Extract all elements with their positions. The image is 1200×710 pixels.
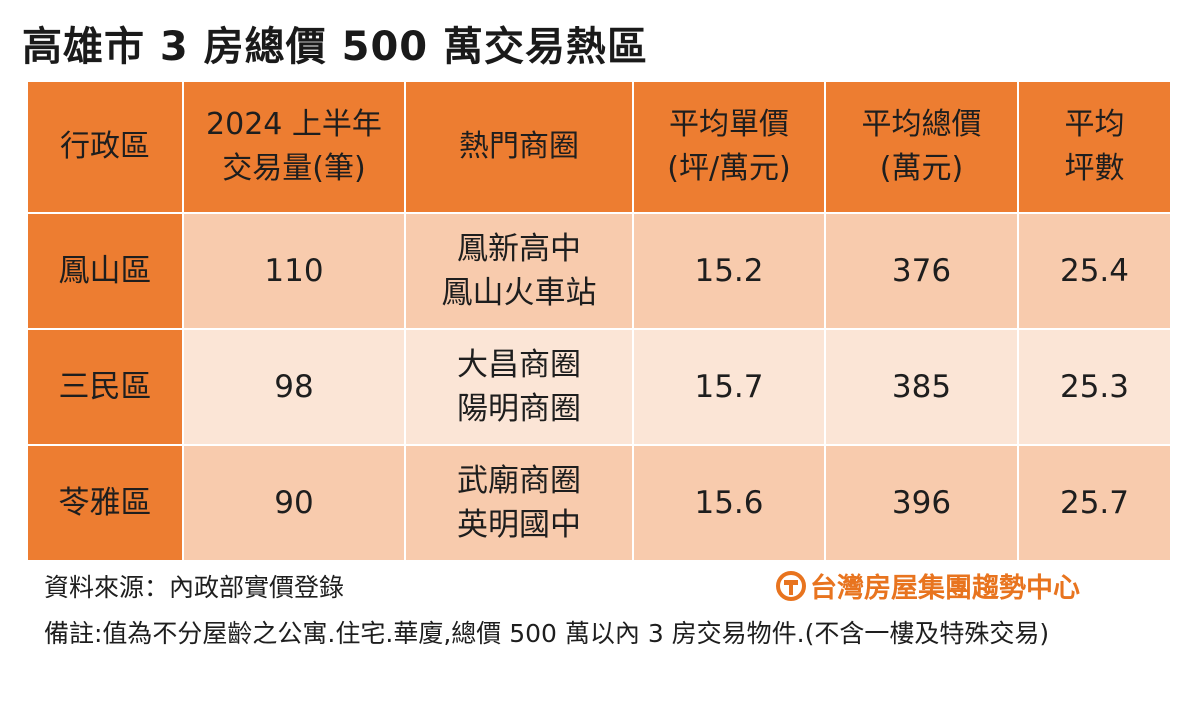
page-title: 高雄市 3 房總價 500 萬交易熱區: [22, 24, 649, 70]
footnote-text: 備註:值為不分屋齡之公寓.住宅.華廈,總價 500 萬以內 3 房交易物件.(不…: [44, 619, 1050, 648]
header-total-price: 平均總價 (萬元): [824, 80, 1019, 214]
total-price-cell: 396: [824, 444, 1019, 562]
total-price-cell: 376: [824, 212, 1019, 330]
unit-price-cell: 15.6: [632, 444, 826, 562]
taiwan-realty-logo-icon: [776, 570, 806, 601]
unit-price-cell: 15.7: [632, 328, 826, 446]
hot-areas-cell: 武廟商圈 英明國中: [404, 444, 634, 562]
header-avg-ping: 平均 坪數: [1017, 80, 1172, 214]
district-cell: 三民區: [26, 328, 184, 446]
company-logo: 台灣房屋集團趨勢中心: [776, 566, 1080, 605]
company-logo-text: 台灣房屋集團趨勢中心: [810, 573, 1080, 604]
district-cell: 苓雅區: [26, 444, 184, 562]
transaction-hotspot-table: 行政區 2024 上半年 交易量(筆) 熱門商圈 平均單價 (坪/萬元) 平均總…: [26, 80, 1172, 562]
volume-cell: 110: [182, 212, 406, 330]
table-row: 三民區 98 大昌商圈 陽明商圈 15.7 385 25.3: [26, 328, 1172, 446]
avg-ping-cell: 25.4: [1017, 212, 1172, 330]
volume-cell: 90: [182, 444, 406, 562]
volume-cell: 98: [182, 328, 406, 446]
unit-price-cell: 15.2: [632, 212, 826, 330]
header-volume: 2024 上半年 交易量(筆): [182, 80, 406, 214]
hot-areas-cell: 大昌商圈 陽明商圈: [404, 328, 634, 446]
table-row: 苓雅區 90 武廟商圈 英明國中 15.6 396 25.7: [26, 444, 1172, 562]
data-source-text: 資料來源：內政部實價登錄: [44, 573, 345, 602]
district-cell: 鳳山區: [26, 212, 184, 330]
table-header-row: 行政區 2024 上半年 交易量(筆) 熱門商圈 平均單價 (坪/萬元) 平均總…: [26, 80, 1172, 214]
table-row: 鳳山區 110 鳳新高中 鳳山火車站 15.2 376 25.4: [26, 212, 1172, 330]
total-price-cell: 385: [824, 328, 1019, 446]
header-hot-areas: 熱門商圈: [404, 80, 634, 214]
hot-areas-cell: 鳳新高中 鳳山火車站: [404, 212, 634, 330]
avg-ping-cell: 25.7: [1017, 444, 1172, 562]
header-district: 行政區: [26, 80, 184, 214]
header-unit-price: 平均單價 (坪/萬元): [632, 80, 826, 214]
avg-ping-cell: 25.3: [1017, 328, 1172, 446]
